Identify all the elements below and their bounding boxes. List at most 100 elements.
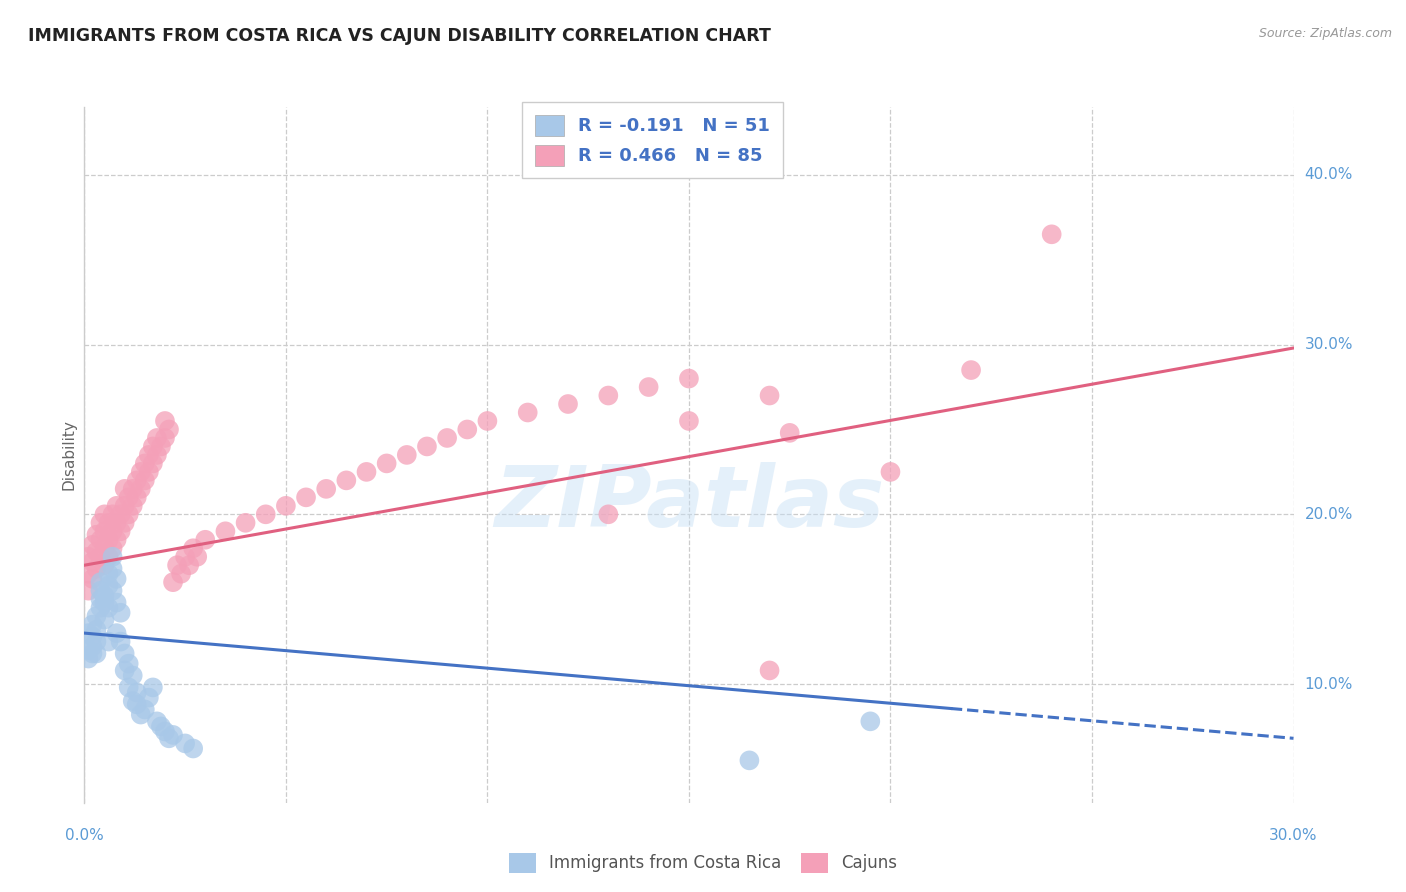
Point — [153, 724, 176, 739]
Point — [859, 714, 882, 729]
Point — [125, 491, 148, 505]
Point — [114, 516, 136, 530]
Point — [1040, 227, 1063, 242]
Point — [162, 575, 184, 590]
Point — [101, 583, 124, 598]
Point — [86, 609, 108, 624]
Point — [181, 741, 204, 756]
Point — [105, 516, 128, 530]
Point — [86, 544, 108, 558]
Point — [82, 555, 104, 569]
Point — [235, 516, 257, 530]
Point — [121, 482, 143, 496]
Point — [114, 482, 136, 496]
Point — [335, 474, 357, 488]
Point — [142, 439, 165, 453]
Point — [118, 681, 141, 695]
Point — [82, 538, 104, 552]
Point — [516, 405, 538, 419]
Point — [97, 578, 120, 592]
Point — [93, 558, 115, 573]
Point — [598, 508, 620, 522]
Point — [315, 482, 337, 496]
Point — [146, 431, 169, 445]
Text: 30.0%: 30.0% — [1270, 828, 1317, 843]
Point — [456, 422, 478, 436]
Point — [254, 508, 277, 522]
Point — [118, 508, 141, 522]
Text: Source: ZipAtlas.com: Source: ZipAtlas.com — [1258, 27, 1392, 40]
Point — [153, 414, 176, 428]
Legend: R = -0.191   N = 51, R = 0.466   N = 85: R = -0.191 N = 51, R = 0.466 N = 85 — [523, 103, 783, 178]
Point — [436, 431, 458, 445]
Point — [125, 685, 148, 699]
Point — [101, 524, 124, 539]
Point — [779, 425, 801, 440]
Point — [97, 549, 120, 564]
Point — [114, 664, 136, 678]
Point — [121, 499, 143, 513]
Point — [149, 439, 172, 453]
Point — [153, 431, 176, 445]
Point — [93, 613, 115, 627]
Point — [86, 634, 108, 648]
Point — [89, 533, 111, 547]
Point — [395, 448, 418, 462]
Text: 10.0%: 10.0% — [1305, 676, 1353, 691]
Point — [89, 549, 111, 564]
Point — [86, 647, 108, 661]
Point — [97, 566, 120, 581]
Point — [146, 448, 169, 462]
Point — [295, 491, 318, 505]
Point — [105, 626, 128, 640]
Point — [101, 541, 124, 556]
Point — [118, 491, 141, 505]
Point — [146, 714, 169, 729]
Point — [170, 566, 193, 581]
Point — [118, 657, 141, 671]
Point — [194, 533, 217, 547]
Text: ZIPatlas: ZIPatlas — [494, 462, 884, 545]
Text: 40.0%: 40.0% — [1305, 168, 1353, 183]
Point — [110, 508, 132, 522]
Point — [142, 681, 165, 695]
Point — [637, 380, 659, 394]
Y-axis label: Disability: Disability — [60, 419, 76, 491]
Point — [375, 457, 398, 471]
Point — [82, 640, 104, 654]
Point — [77, 643, 100, 657]
Point — [89, 592, 111, 607]
Text: 20.0%: 20.0% — [1305, 507, 1353, 522]
Text: 0.0%: 0.0% — [65, 828, 104, 843]
Point — [134, 457, 156, 471]
Point — [134, 702, 156, 716]
Point — [77, 549, 100, 564]
Point — [162, 728, 184, 742]
Point — [105, 499, 128, 513]
Point — [356, 465, 378, 479]
Legend: Immigrants from Costa Rica, Cajuns: Immigrants from Costa Rica, Cajuns — [502, 847, 904, 880]
Point — [129, 482, 152, 496]
Point — [105, 572, 128, 586]
Point — [121, 694, 143, 708]
Point — [166, 558, 188, 573]
Point — [678, 371, 700, 385]
Point — [186, 549, 208, 564]
Point — [77, 566, 100, 581]
Point — [181, 541, 204, 556]
Point — [598, 388, 620, 402]
Point — [125, 474, 148, 488]
Point — [77, 583, 100, 598]
Point — [89, 583, 111, 598]
Point — [274, 499, 297, 513]
Point — [157, 731, 180, 746]
Point — [82, 617, 104, 632]
Point — [89, 600, 111, 615]
Point — [86, 561, 108, 575]
Text: IMMIGRANTS FROM COSTA RICA VS CAJUN DISABILITY CORRELATION CHART: IMMIGRANTS FROM COSTA RICA VS CAJUN DISA… — [28, 27, 770, 45]
Point — [110, 524, 132, 539]
Point — [557, 397, 579, 411]
Point — [114, 647, 136, 661]
Point — [77, 651, 100, 665]
Point — [960, 363, 983, 377]
